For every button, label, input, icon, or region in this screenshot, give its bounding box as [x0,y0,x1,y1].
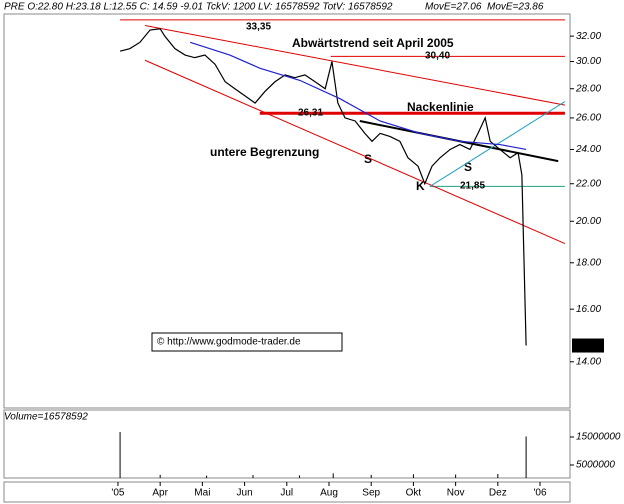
x-tick-label: '06 [534,488,547,499]
watermark-box [151,332,343,352]
y-tick-label: 32.00 [576,31,601,42]
y-tick-label: 28.00 [575,83,601,94]
volume-tick-label: 15000000 [576,432,621,443]
volume-label: Volume=16578592 [4,412,88,423]
annotation: Abwärtstrend seit April 2005 [292,36,454,50]
y-tick-label: 24.00 [575,144,601,155]
level-label: 26,31 [298,108,323,119]
level-label: 30,40 [425,51,450,62]
y-tick-label: 14.00 [576,356,601,367]
y-tick-label: 22.00 [575,178,601,189]
y-tick-label: 30.00 [576,56,601,67]
annotation: K [416,179,425,193]
x-tick-label: Dez [489,488,507,499]
y-tick-label: 18.00 [576,257,601,268]
x-tick-label: Sep [362,488,380,499]
watermark: © http://www.godmode-trader.de [157,337,301,348]
level-label: 33,35 [246,22,271,33]
moving-average [189,41,527,151]
price-line [119,28,527,346]
x-tick-label: Okt [406,488,422,499]
last-price-label: 14.59 [575,340,600,351]
trendline [144,59,566,245]
last-price-box [572,338,604,353]
level-label: 21,85 [460,181,485,192]
price-panel [3,13,571,409]
x-tick-label: Aug [320,488,338,499]
volume-tick-label: 5000000 [576,460,615,471]
trendline [144,24,566,106]
x-tick-label: Nov [447,488,465,499]
x-tick-label: '05 [111,488,124,499]
y-tick-label: 20.00 [575,216,601,227]
x-tick-label: Apr [152,488,168,499]
ma1-label: MovE=27.06 [425,2,482,13]
x-tick-label: Jun [237,488,253,499]
annotation: S [464,160,472,174]
volume-panel [3,409,571,479]
annotation: Nackenlinie [407,100,474,114]
x-tick-label: Jul [280,488,293,499]
x-tick-label: Mai [194,488,210,499]
y-tick-label: 16.00 [576,304,601,315]
header: PRE O:22.80 H:23.18 L:12.55 C: 14.59 -9.… [4,2,393,13]
annotation: S [364,152,372,166]
y-tick-label: 26.00 [575,113,601,124]
ma2-label: MovE=23.86 [487,2,544,13]
annotation: untere Begrenzung [210,145,319,159]
